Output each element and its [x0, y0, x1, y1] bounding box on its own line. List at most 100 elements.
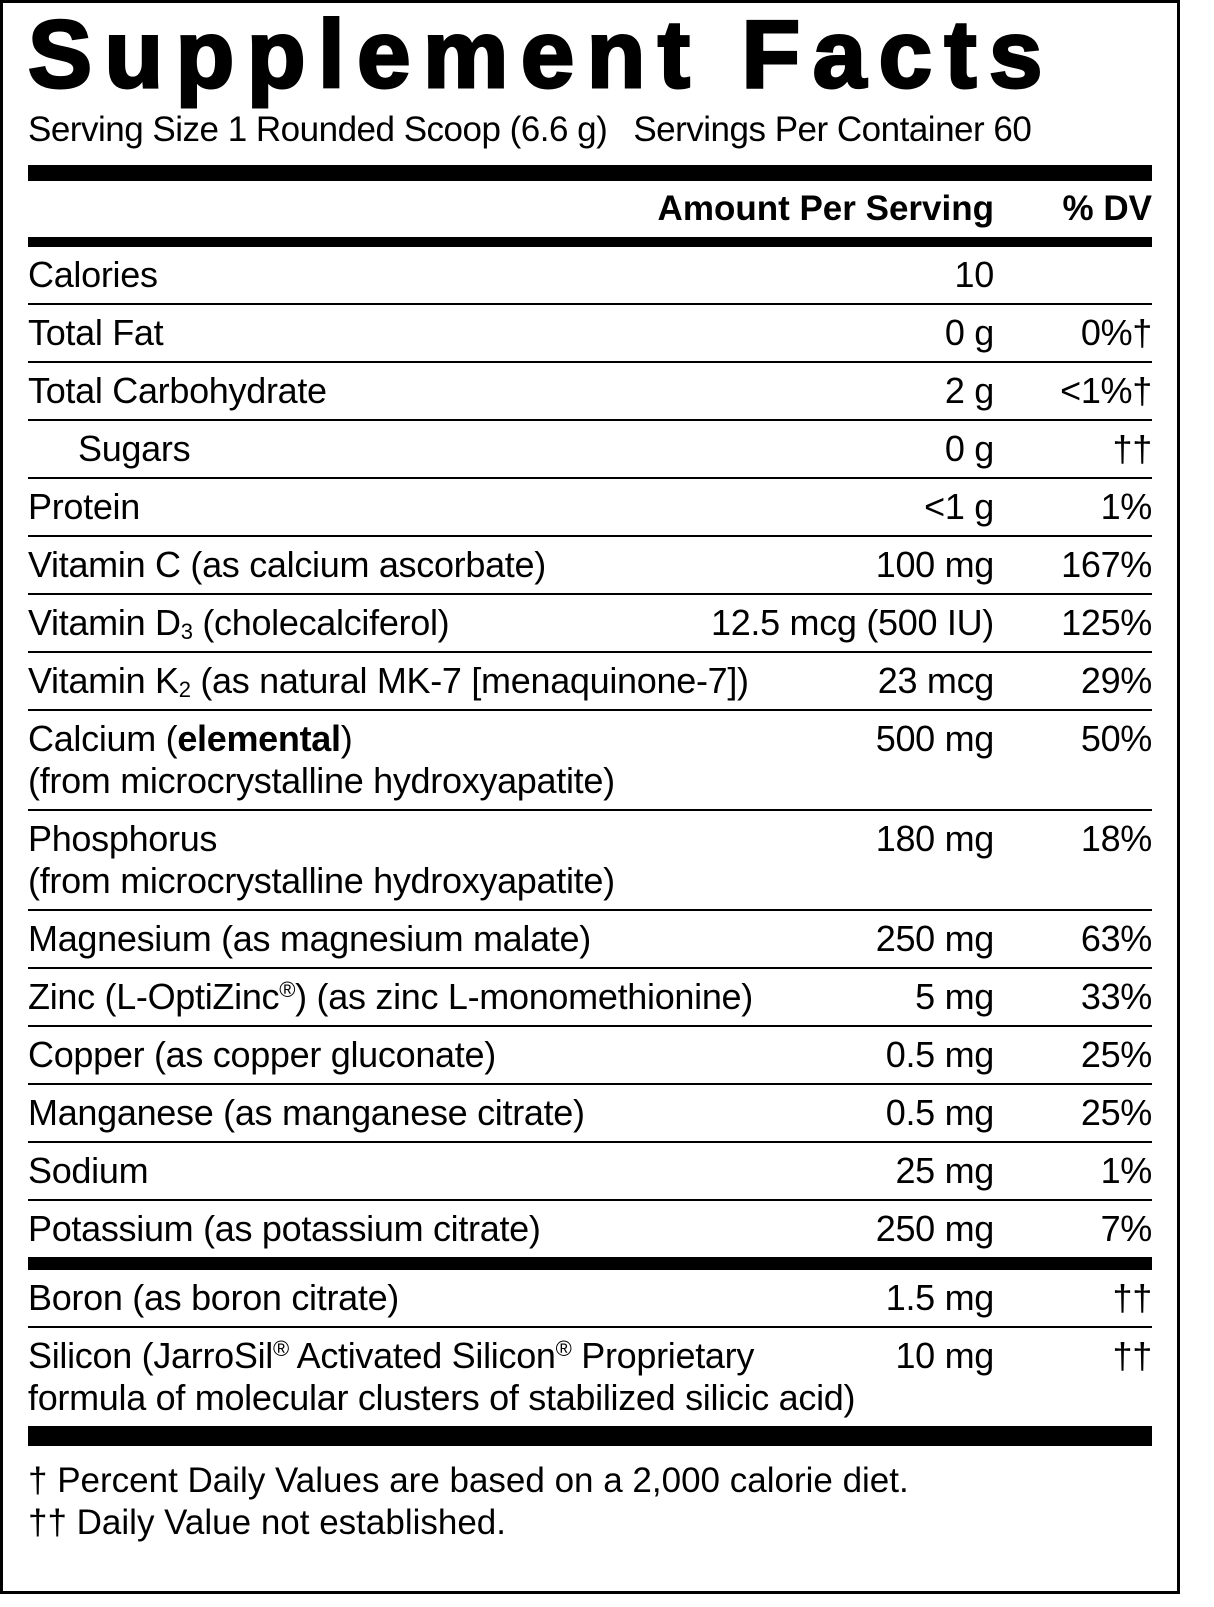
- name-line: Manganese (as manganese citrate): [28, 1092, 876, 1134]
- name-line: formula of molecular clusters of stabili…: [28, 1377, 885, 1419]
- daily-value: 25%: [1080, 1092, 1152, 1133]
- nutrient-row: Potassium (as potassium citrate) 250 mg 7%: [28, 1199, 1152, 1257]
- name-line: Phosphorus: [28, 818, 866, 860]
- nutrient-row: Vitamin C (as calcium ascorbate) 100 mg 16…: [28, 535, 1152, 593]
- amount: 10 mg: [895, 1335, 994, 1376]
- nutrient-name: Vitamin D3 (cholecalciferol): [28, 602, 701, 644]
- name-line: Protein: [28, 486, 914, 528]
- supplement-facts-label: Supplement Facts Serving Size 1 Rounded …: [0, 0, 1180, 1594]
- name-line: Vitamin D3 (cholecalciferol): [28, 602, 701, 644]
- amount: 2 g: [944, 370, 994, 411]
- name-text: (from microcrystalline hydroxyapatite): [28, 860, 615, 901]
- nutrient-row: Silicon (JarroSil® Activated Silicon® Pr…: [28, 1326, 1152, 1426]
- daily-value: 29%: [1080, 660, 1152, 701]
- nutrient-name: Vitamin C (as calcium ascorbate): [28, 544, 866, 586]
- nutrient-row: Protein <1 g 1%: [28, 477, 1152, 535]
- daily-value: 63%: [1080, 918, 1152, 959]
- divider-bar: [28, 165, 1152, 181]
- name-line: (from microcrystalline hydroxyapatite): [28, 760, 866, 802]
- name-line: Copper (as copper gluconate): [28, 1034, 876, 1076]
- nutrient-row: Zinc (L-OptiZinc®) (as zinc L-monomethio…: [28, 967, 1152, 1025]
- daily-value: 0%†: [1080, 312, 1152, 353]
- daily-value: 7%: [1100, 1208, 1153, 1249]
- name-text: Potassium (as potassium citrate): [28, 1208, 541, 1249]
- footnote: †† Daily Value not established.: [28, 1503, 506, 1542]
- amount: 12.5 mcg (500 IU): [710, 602, 994, 643]
- amount: 100 mg: [875, 544, 995, 585]
- nutrient-row: Calories 10: [28, 247, 1152, 303]
- nutrient-name: Magnesium (as magnesium malate): [28, 918, 866, 960]
- name-text: Total Fat: [28, 312, 164, 353]
- name-text: Copper (as copper gluconate): [28, 1034, 496, 1075]
- nutrient-table: Calories 10 Total Fat 0 g 0%† Total Carbohydr…: [28, 247, 1152, 1257]
- name-text: (as natural MK-7 [menaquinone-7]): [190, 660, 749, 701]
- nutrient-row: Magnesium (as magnesium malate) 250 mg 63%: [28, 909, 1152, 967]
- name-subscript: 3: [180, 619, 193, 644]
- name-text: formula of molecular clusters of stabili…: [28, 1377, 856, 1418]
- nutrient-name: Silicon (JarroSil® Activated Silicon® Pr…: [28, 1335, 885, 1419]
- name-text: Phosphorus: [28, 818, 218, 859]
- nutrient-row: Phosphorus (from microcrystalline hydroxy…: [28, 809, 1152, 909]
- amount: 0.5 mg: [885, 1034, 995, 1075]
- daily-value: ††: [1112, 428, 1153, 469]
- amount: <1 g: [924, 486, 994, 527]
- name-text: Vitamin D: [28, 602, 181, 643]
- nutrient-row: Boron (as boron citrate) 1.5 mg ††: [28, 1270, 1152, 1326]
- other-table: Boron (as boron citrate) 1.5 mg †† Silicon …: [28, 1270, 1152, 1426]
- name-line: Sugars: [78, 428, 935, 470]
- nutrient-name: Total Fat: [28, 312, 935, 354]
- name-line: Total Carbohydrate: [28, 370, 935, 412]
- name-text: Proprietary: [571, 1335, 755, 1376]
- name-text: Calcium (: [28, 718, 178, 759]
- amount: 180 mg: [875, 818, 995, 859]
- divider-bar: [28, 1426, 1152, 1446]
- name-line: Sodium: [28, 1150, 885, 1192]
- daily-value: 125%: [1061, 602, 1152, 643]
- name-text: Zinc (L-OptiZinc: [28, 976, 280, 1017]
- nutrient-name: Copper (as copper gluconate): [28, 1034, 876, 1076]
- name-text: Sugars: [78, 428, 191, 469]
- nutrient-row: Copper (as copper gluconate) 0.5 mg 25%: [28, 1025, 1152, 1083]
- daily-value: <1%†: [1060, 370, 1152, 411]
- footnote: † Percent Daily Values are based on a 2,…: [28, 1461, 909, 1500]
- nutrient-row: Calcium (elemental) (from microcrystallin…: [28, 709, 1152, 809]
- name-line: Magnesium (as magnesium malate): [28, 918, 866, 960]
- nutrient-name: Potassium (as potassium citrate): [28, 1208, 866, 1250]
- name-line: Calcium (elemental): [28, 718, 866, 760]
- daily-value: 33%: [1080, 976, 1152, 1017]
- daily-value: ††: [1112, 1277, 1153, 1318]
- nutrient-name: Calories: [28, 254, 945, 296]
- amount: 250 mg: [875, 918, 995, 959]
- name-bold: elemental: [177, 718, 341, 759]
- nutrient-row: Total Fat 0 g 0%†: [28, 303, 1152, 361]
- amount: 5 mg: [915, 976, 994, 1017]
- name-text: ) (as zinc L-monomethionine): [295, 976, 753, 1017]
- nutrient-name: Total Carbohydrate: [28, 370, 935, 412]
- daily-value: 1%: [1100, 1150, 1153, 1191]
- nutrient-name: Phosphorus (from microcrystalline hydroxy…: [28, 818, 866, 902]
- name-superscript: ®: [279, 977, 296, 1002]
- daily-value: 25%: [1080, 1034, 1152, 1075]
- name-superscript: ®: [272, 1336, 289, 1361]
- amount: 25 mg: [895, 1150, 994, 1191]
- name-text: Protein: [28, 486, 140, 527]
- nutrient-row: Sugars 0 g ††: [28, 419, 1152, 477]
- daily-value: ††: [1112, 1335, 1153, 1376]
- daily-value: 18%: [1080, 818, 1152, 859]
- daily-value: 1%: [1100, 486, 1153, 527]
- serving-info: Serving Size 1 Rounded Scoop (6.6 g) Ser…: [28, 105, 1152, 155]
- name-subscript: 2: [178, 677, 191, 702]
- name-text: Sodium: [28, 1150, 149, 1191]
- divider-bar: [28, 237, 1152, 247]
- name-text: Manganese (as manganese citrate): [28, 1092, 585, 1133]
- nutrient-name: Calcium (elemental) (from microcrystallin…: [28, 718, 866, 802]
- name-line: Calories: [28, 254, 945, 296]
- nutrient-row: Vitamin D3 (cholecalciferol) 12.5 mcg (50…: [28, 593, 1152, 651]
- nutrient-name: Sodium: [28, 1150, 885, 1192]
- name-text: Calories: [28, 254, 158, 295]
- servings-per-container: Servings Per Container 60: [633, 110, 1032, 149]
- daily-value: 50%: [1080, 718, 1152, 759]
- nutrient-name: Zinc (L-OptiZinc®) (as zinc L-monomethio…: [28, 976, 905, 1018]
- name-line: Total Fat: [28, 312, 935, 354]
